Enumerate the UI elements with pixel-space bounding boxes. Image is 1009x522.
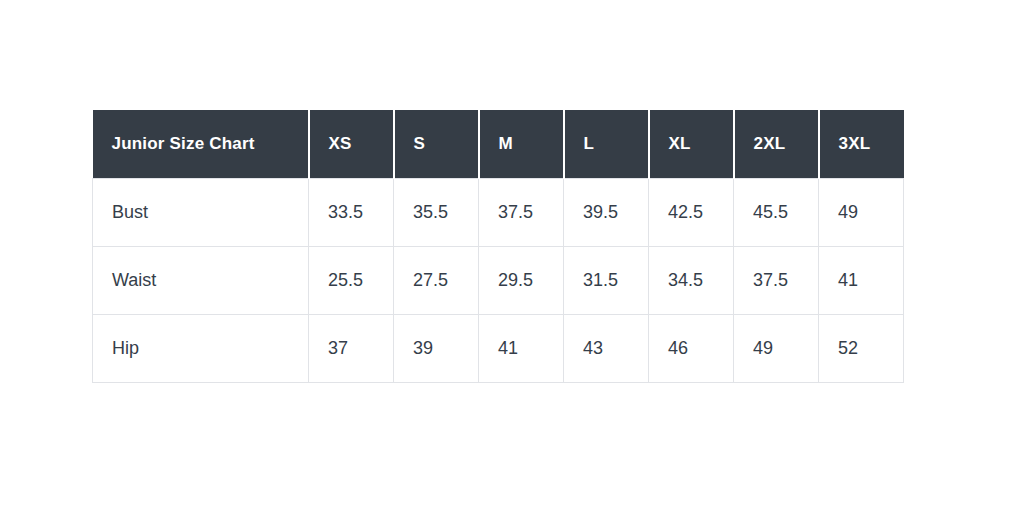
column-header-s: S	[394, 110, 479, 178]
table-cell-waist-xl: 34.5	[649, 246, 734, 314]
table-cell-bust-xl: 42.5	[649, 178, 734, 246]
table-body: Bust 33.5 35.5 37.5 39.5 42.5 45.5 49 Wa…	[93, 178, 904, 382]
table-cell-hip-s: 39	[394, 314, 479, 382]
table-row-hip: Hip 37 39 41 43 46 49 52	[93, 314, 904, 382]
table-cell-bust-s: 35.5	[394, 178, 479, 246]
column-header-3xl: 3XL	[819, 110, 904, 178]
table-cell-waist-2xl: 37.5	[734, 246, 819, 314]
table-cell-hip-2xl: 49	[734, 314, 819, 382]
row-label-waist: Waist	[93, 246, 309, 314]
table-cell-bust-m: 37.5	[479, 178, 564, 246]
table-cell-waist-3xl: 41	[819, 246, 904, 314]
table-cell-waist-m: 29.5	[479, 246, 564, 314]
table-cell-bust-xs: 33.5	[309, 178, 394, 246]
table-title: Junior Size Chart	[93, 110, 309, 178]
row-label-bust: Bust	[93, 178, 309, 246]
column-header-xs: XS	[309, 110, 394, 178]
table-cell-waist-s: 27.5	[394, 246, 479, 314]
table-cell-hip-l: 43	[564, 314, 649, 382]
table-cell-waist-l: 31.5	[564, 246, 649, 314]
table-cell-hip-m: 41	[479, 314, 564, 382]
page: Junior Size Chart XS S M L XL 2XL 3XL Bu…	[0, 0, 1009, 522]
table-cell-bust-l: 39.5	[564, 178, 649, 246]
row-label-hip: Hip	[93, 314, 309, 382]
table-cell-hip-3xl: 52	[819, 314, 904, 382]
table-cell-waist-xs: 25.5	[309, 246, 394, 314]
table-row-bust: Bust 33.5 35.5 37.5 39.5 42.5 45.5 49	[93, 178, 904, 246]
table-header: Junior Size Chart XS S M L XL 2XL 3XL	[93, 110, 904, 178]
table-cell-bust-2xl: 45.5	[734, 178, 819, 246]
table-cell-bust-3xl: 49	[819, 178, 904, 246]
column-header-2xl: 2XL	[734, 110, 819, 178]
column-header-l: L	[564, 110, 649, 178]
column-header-m: M	[479, 110, 564, 178]
table-row-waist: Waist 25.5 27.5 29.5 31.5 34.5 37.5 41	[93, 246, 904, 314]
header-row: Junior Size Chart XS S M L XL 2XL 3XL	[93, 110, 904, 178]
table-cell-hip-xl: 46	[649, 314, 734, 382]
size-chart-container: Junior Size Chart XS S M L XL 2XL 3XL Bu…	[92, 110, 904, 383]
column-header-xl: XL	[649, 110, 734, 178]
junior-size-chart-table: Junior Size Chart XS S M L XL 2XL 3XL Bu…	[92, 110, 904, 383]
table-cell-hip-xs: 37	[309, 314, 394, 382]
